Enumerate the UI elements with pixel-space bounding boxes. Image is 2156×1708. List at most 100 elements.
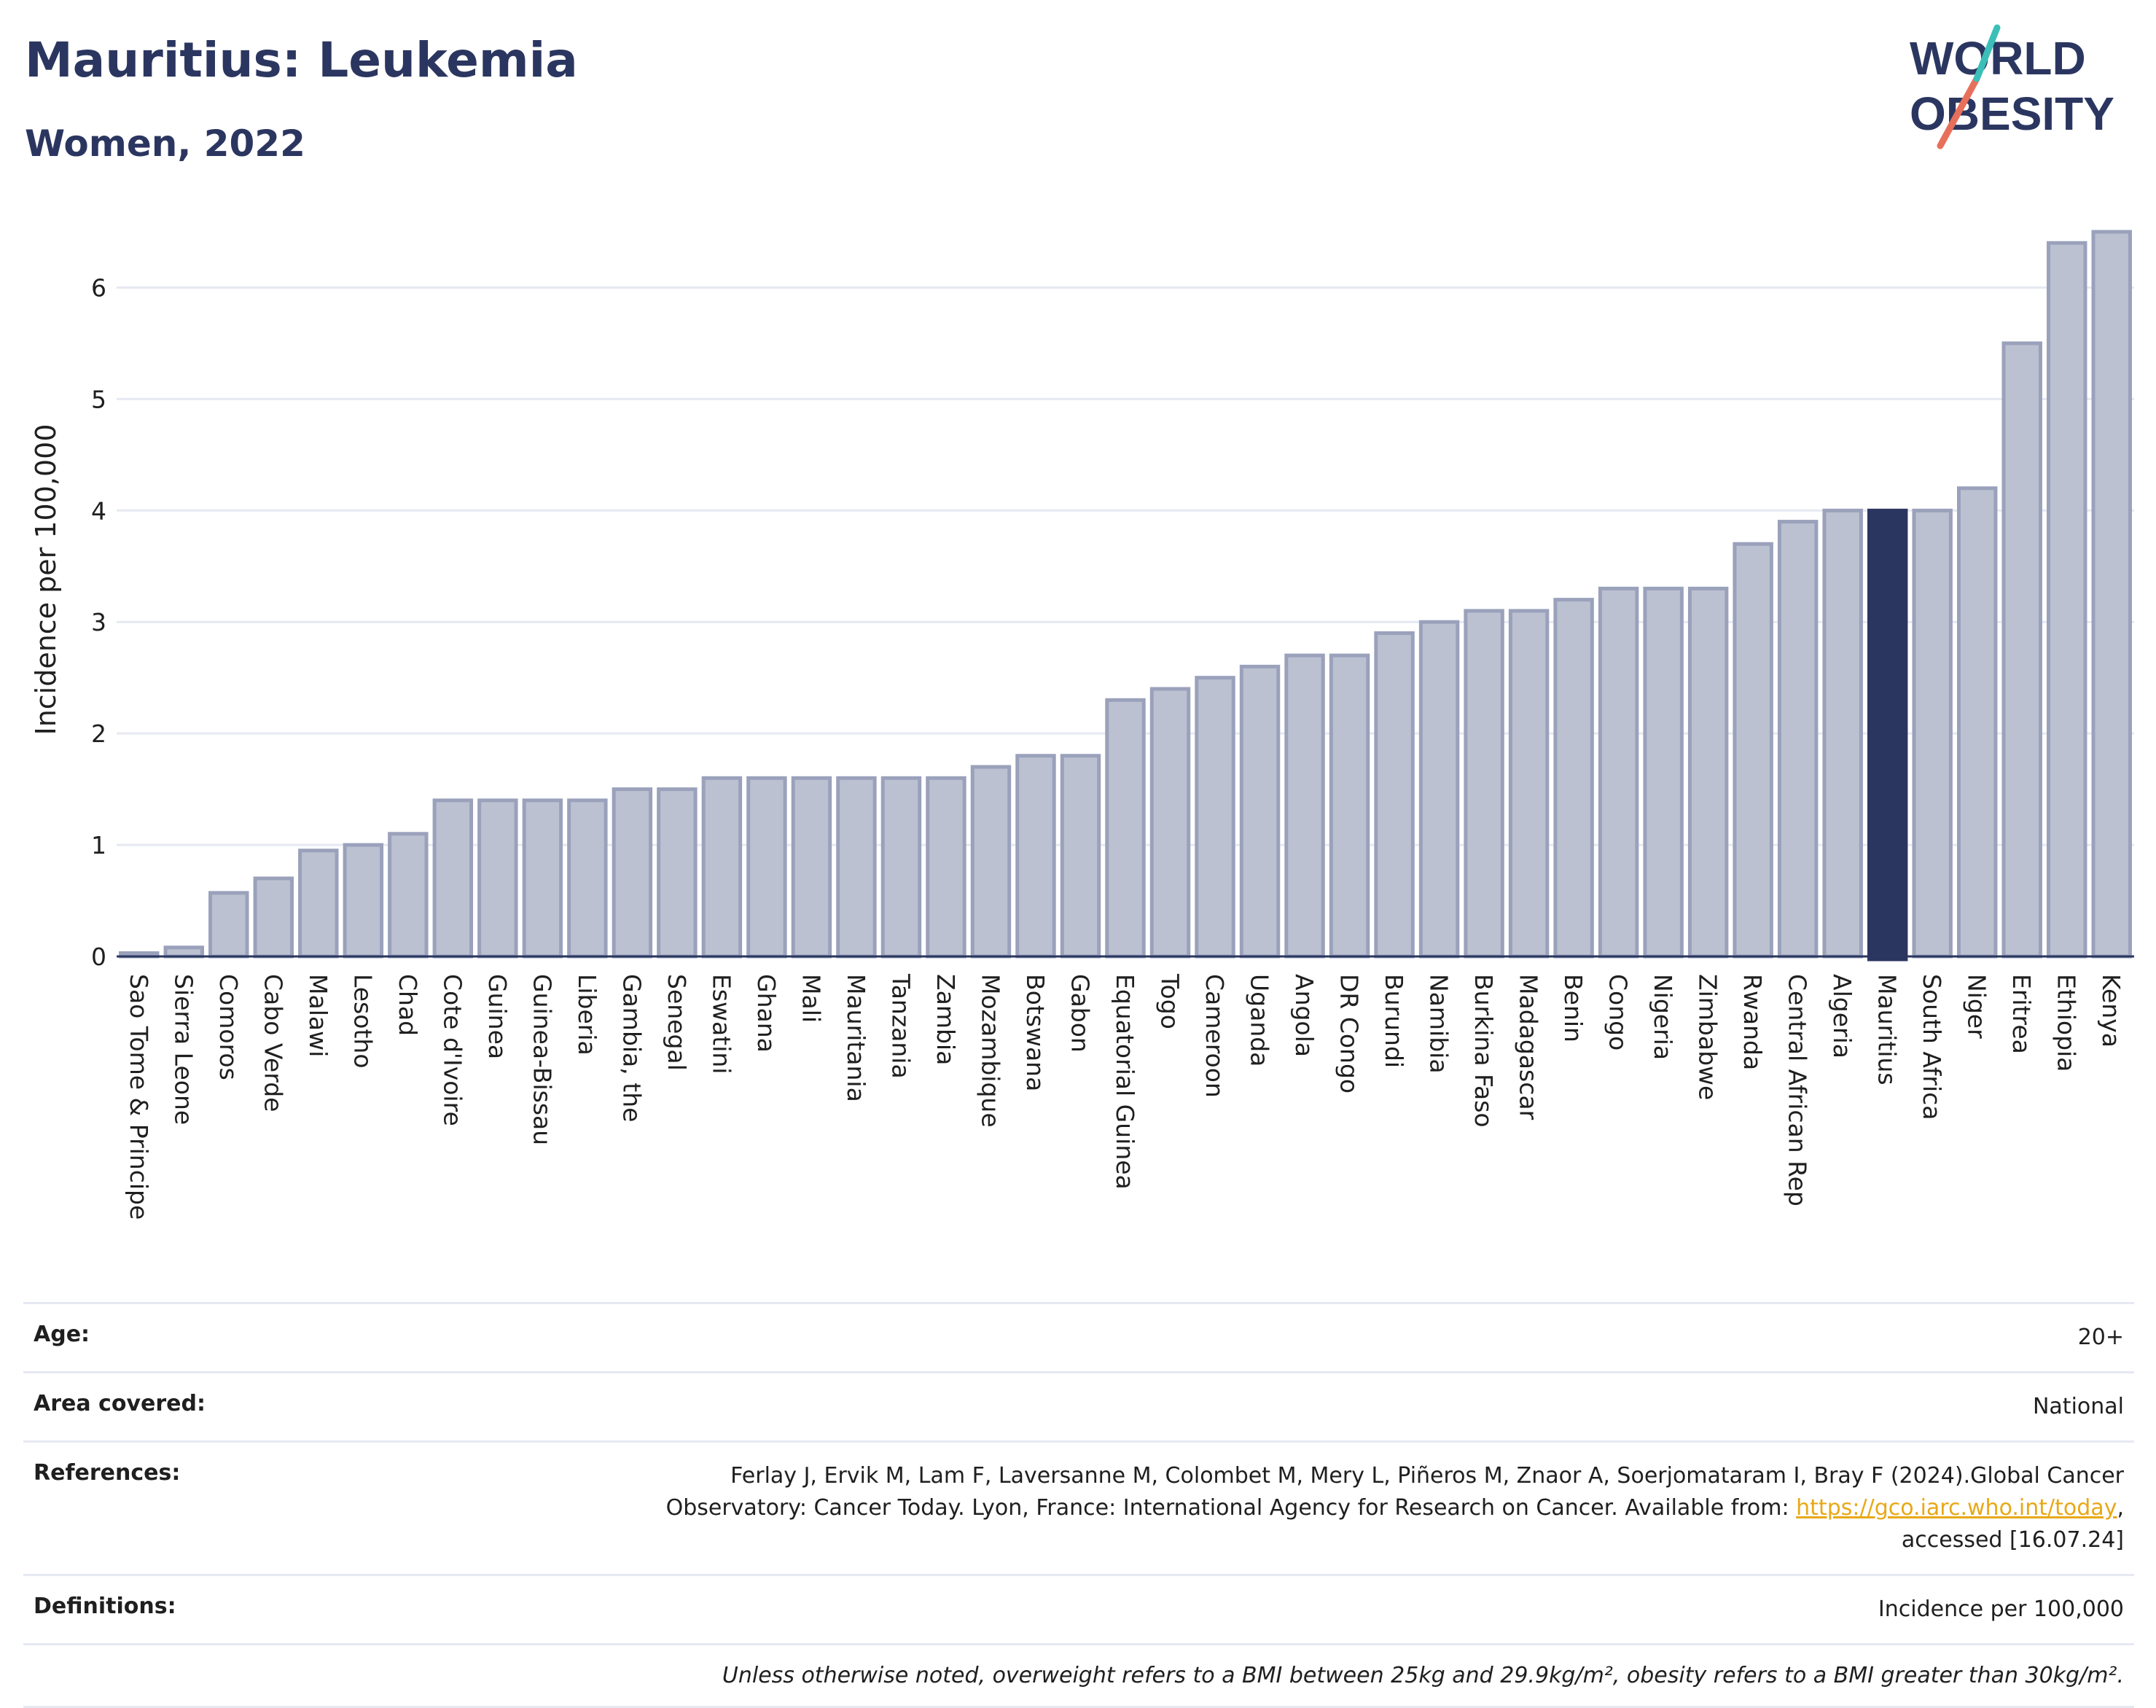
x-tick-label: Cabo Verde — [259, 974, 287, 1112]
bar-niger — [1956, 486, 1998, 959]
x-tick-label: Tanzania — [886, 973, 915, 1079]
bar-sierra-leone — [163, 945, 204, 959]
x-tick-label: Zimbabwe — [1694, 974, 1722, 1100]
bar-zambia — [926, 776, 966, 959]
definitions-value: Incidence per 100,000 — [1878, 1596, 2124, 1622]
x-tick-label: Equatorial Guinea — [1111, 974, 1139, 1190]
x-tick-label: Mali — [797, 974, 825, 1023]
y-axis-label: Incidence per 100,000 — [30, 424, 62, 735]
bar-gabon — [1060, 754, 1101, 959]
bar-eswatini — [701, 776, 743, 959]
y-tick-label: 3 — [91, 608, 106, 636]
x-tick-label: Sao Tome & Principe — [125, 974, 153, 1220]
x-tick-label: Liberia — [573, 974, 601, 1056]
bar-lesotho — [343, 843, 384, 959]
x-tick-label: Algeria — [1828, 974, 1856, 1058]
bar-benin — [1553, 598, 1594, 959]
y-tick-label: 4 — [91, 496, 106, 525]
age-label: Age: — [34, 1322, 90, 1347]
info-row-definitions: Definitions: Incidence per 100,000 — [23, 1574, 2134, 1643]
references-link[interactable]: https://gco.iarc.who.int/today — [1796, 1495, 2117, 1521]
logo-line2: OBESITY — [1910, 87, 2114, 140]
bar-burundi — [1374, 631, 1415, 959]
info-row-area: Area covered: National — [23, 1371, 2134, 1440]
bar-mali — [791, 776, 832, 959]
bar-ethiopia — [2047, 241, 2087, 959]
x-tick-label: Mauritius — [1873, 974, 1902, 1085]
x-tick-label: Cameroon — [1200, 974, 1229, 1098]
page-title: Mauritius: Leukemia — [25, 32, 578, 88]
references-line1: Ferlay J, Ervik M, Lam F, Laversanne M, … — [730, 1463, 2124, 1489]
bar-mauritius — [1867, 508, 1908, 962]
bar-algeria — [1822, 508, 1863, 959]
bar-comoros — [208, 891, 249, 959]
x-tick-label: Guinea-Bissau — [528, 974, 556, 1145]
bar-south-africa — [1912, 508, 1953, 959]
page-subtitle: Women, 2022 — [25, 122, 305, 165]
y-tick-label: 6 — [91, 273, 106, 302]
x-tick-label: Gambia, the — [617, 974, 646, 1122]
bmi-note: Unless otherwise noted, overweight refer… — [722, 1663, 2124, 1688]
area-label: Area covered: — [34, 1391, 206, 1416]
world-obesity-logo: WORLD OBESITY — [1910, 24, 2114, 149]
info-row-age: Age: 20+ — [23, 1302, 2134, 1371]
bar-namibia — [1418, 620, 1460, 959]
bar-central-african-rep — [1777, 520, 1819, 959]
x-tick-label: Congo — [1604, 974, 1633, 1050]
x-tick-label: Mauritania — [842, 974, 870, 1102]
bar-botswana — [1015, 754, 1056, 959]
x-tick-label: Botswana — [1021, 974, 1050, 1091]
references-label: References: — [34, 1460, 181, 1486]
x-tick-label: Burundi — [1380, 974, 1408, 1068]
bar-zimbabwe — [1687, 586, 1729, 959]
x-tick-label: Chad — [394, 974, 422, 1036]
x-tick-label: Central African Rep — [1784, 974, 1812, 1206]
bar-liberia — [567, 798, 608, 959]
y-tick-label: 5 — [91, 385, 106, 413]
x-tick-label: Ethiopia — [2053, 974, 2081, 1072]
x-tick-label: Zambia — [931, 974, 960, 1065]
bar-nigeria — [1643, 586, 1684, 959]
bar-kenya — [2091, 230, 2132, 959]
y-tick-label: 1 — [91, 831, 106, 859]
x-tick-label: South Africa — [1918, 974, 1946, 1120]
bar-malawi — [298, 849, 339, 959]
bar-cote-d-ivoire — [432, 798, 474, 959]
bar-dr-congo — [1329, 653, 1370, 959]
bars-layer — [119, 230, 2132, 962]
bar-gambia-the — [612, 787, 653, 959]
x-tick-label: Madagascar — [1515, 974, 1543, 1120]
bar-senegal — [657, 787, 698, 959]
x-tick-label: Cote d'Ivoire — [438, 974, 466, 1126]
bar-mozambique — [970, 765, 1012, 959]
bar-eritrea — [2001, 341, 2042, 959]
bar-angola — [1284, 653, 1325, 959]
x-tick-label: Uganda — [1246, 974, 1274, 1066]
axis-layer: 0 1 2 3 4 5 6 Sao Tome & Principe Sierra Leone Co… — [91, 273, 2134, 1220]
references-line3: accessed [16.07.24] — [1901, 1527, 2124, 1553]
x-tick-label: Burkina Faso — [1469, 974, 1498, 1128]
x-tick-label: Niger — [1963, 974, 1991, 1039]
logo-slash-teal — [1973, 24, 2001, 82]
info-table: Age: 20+ Area covered: National Referenc… — [23, 1302, 2134, 1708]
bar-cabo-verde — [253, 876, 294, 959]
x-tick-label: Nigeria — [1649, 974, 1677, 1060]
x-tick-label: Ghana — [752, 974, 781, 1053]
bar-chart: 0 1 2 3 4 5 6 Sao Tome & Principe Sierra Leone Co… — [30, 230, 2134, 1220]
y-tick-label: 2 — [91, 720, 106, 748]
x-tick-label: Gabon — [1066, 974, 1094, 1053]
bar-equatorial-guinea — [1105, 698, 1146, 959]
x-tick-label: Comoros — [214, 974, 243, 1080]
x-tick-label: Angola — [1290, 974, 1319, 1057]
bar-rwanda — [1733, 542, 1773, 959]
x-tick-label: Senegal — [663, 974, 691, 1071]
x-tick-label: Guinea — [483, 974, 512, 1059]
references-line2-tail: , — [2117, 1495, 2124, 1521]
x-tick-label: Benin — [1559, 974, 1587, 1042]
references-value: Ferlay J, Ervik M, Lam F, Laversanne M, … — [666, 1460, 2124, 1556]
x-tick-label: Malawi — [304, 974, 332, 1057]
bar-ghana — [746, 776, 787, 959]
bar-congo — [1598, 586, 1639, 959]
logo-slash-coral — [1937, 75, 1980, 149]
area-value: National — [2032, 1394, 2124, 1419]
